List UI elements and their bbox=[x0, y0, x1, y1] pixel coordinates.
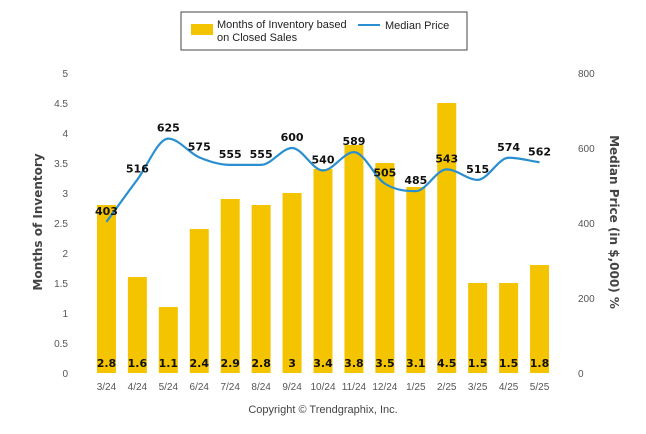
inventory-bar bbox=[530, 265, 550, 373]
left-axis-title: Months of Inventory bbox=[31, 153, 45, 290]
x-axis-tick: 4/24 bbox=[128, 382, 148, 393]
inventory-bar bbox=[220, 199, 240, 373]
median-price-label: 403 bbox=[95, 205, 118, 218]
inventory-bar bbox=[406, 187, 426, 373]
right-axis-ticks: 0 200 400 600 800 bbox=[578, 69, 595, 380]
inventory-bar-label: 2.8 bbox=[97, 357, 117, 370]
x-axis-ticks: 3/24 4/24 5/24 6/24 7/24 8/24 9/24 10/24 11/24 12… bbox=[97, 382, 550, 393]
copyright-footer: Copyright © Trendgraphix, Inc. bbox=[248, 404, 397, 416]
x-axis-tick: 9/24 bbox=[282, 382, 302, 393]
median-price-label: 625 bbox=[157, 122, 180, 135]
inventory-bar-label: 2.9 bbox=[220, 357, 240, 370]
legend-bar-label-line1: Months of Inventory based bbox=[217, 19, 347, 31]
inventory-bar bbox=[375, 163, 395, 373]
median-price-label: 600 bbox=[281, 131, 304, 144]
inventory-bar bbox=[282, 193, 302, 373]
inventory-bar bbox=[127, 277, 147, 373]
left-axis-ticks: 0 0.5 1 1.5 2 2.5 3 3.5 4 4.5 5 bbox=[54, 69, 68, 380]
median-price-label: 515 bbox=[466, 163, 489, 176]
inventory-bar-label: 3.1 bbox=[406, 357, 426, 370]
right-axis-tick: 200 bbox=[578, 294, 595, 305]
left-axis-tick: 3 bbox=[62, 189, 68, 200]
inventory-bar-label: 1.6 bbox=[128, 357, 148, 370]
x-axis-tick: 7/24 bbox=[220, 382, 240, 393]
bar-series: 2.8 1.6 1.1 2.4 2.9 2.8 3 3.4 3.8 3.5 3.1 4.5 1.5 1.5… bbox=[96, 103, 550, 373]
inventory-bar-label: 2.8 bbox=[251, 357, 271, 370]
left-axis-tick: 0 bbox=[62, 369, 68, 380]
median-price-label: 555 bbox=[219, 148, 242, 161]
inventory-bar bbox=[158, 307, 178, 373]
median-price-label: 485 bbox=[404, 174, 427, 187]
price-line-series: 403 516 625 575 555 555 600 540 589 505 485 543 515 5… bbox=[95, 122, 551, 223]
inventory-bar-label: 1.8 bbox=[530, 357, 550, 370]
left-axis-tick: 2.5 bbox=[54, 219, 68, 230]
inventory-bar-label: 1.5 bbox=[468, 357, 488, 370]
inventory-bar-label: 4.5 bbox=[437, 357, 457, 370]
median-price-label: 540 bbox=[312, 154, 335, 167]
inventory-bar-label: 1.1 bbox=[159, 357, 179, 370]
median-price-label: 505 bbox=[373, 167, 396, 180]
inventory-bar bbox=[499, 283, 519, 373]
median-price-line bbox=[105, 137, 540, 223]
inventory-bar-label: 1.5 bbox=[499, 357, 519, 370]
median-price-label: 516 bbox=[126, 163, 149, 176]
median-price-label: 562 bbox=[528, 145, 551, 158]
right-axis-title: Median Price (in $,000) % bbox=[607, 135, 621, 309]
median-price-label: 555 bbox=[250, 148, 273, 161]
x-axis-tick: 3/25 bbox=[468, 382, 488, 393]
inventory-bar bbox=[468, 283, 488, 373]
right-axis-tick: 800 bbox=[578, 69, 595, 80]
x-axis-tick: 2/25 bbox=[437, 382, 457, 393]
legend-box bbox=[180, 11, 468, 51]
legend-bar-label-line2: on Closed Sales bbox=[217, 32, 298, 44]
right-axis-tick: 0 bbox=[578, 369, 584, 380]
left-axis-tick: 0.5 bbox=[54, 339, 68, 350]
inventory-bar-label: 3 bbox=[288, 357, 296, 370]
left-axis-tick: 4 bbox=[62, 129, 68, 140]
inventory-bar bbox=[313, 169, 333, 373]
x-axis-tick: 5/24 bbox=[159, 382, 179, 393]
inventory-bar-label: 3.5 bbox=[375, 357, 395, 370]
left-axis-tick: 1.5 bbox=[54, 279, 68, 290]
right-axis-tick: 400 bbox=[578, 219, 595, 230]
inventory-bar bbox=[189, 229, 209, 373]
left-axis-tick: 2 bbox=[62, 249, 68, 260]
x-axis-tick: 1/25 bbox=[406, 382, 426, 393]
left-axis-tick: 5 bbox=[62, 69, 68, 80]
inventory-bar bbox=[96, 205, 116, 373]
x-axis-tick: 10/24 bbox=[310, 382, 335, 393]
x-axis-tick: 6/24 bbox=[190, 382, 210, 393]
left-axis-tick: 1 bbox=[62, 309, 68, 320]
legend: Months of Inventory based on Closed Sale… bbox=[180, 11, 468, 51]
inventory-bar-label: 3.4 bbox=[313, 357, 333, 370]
left-axis-tick: 3.5 bbox=[54, 159, 68, 170]
median-price-label: 575 bbox=[188, 140, 211, 153]
inventory-bar-label: 3.8 bbox=[344, 357, 364, 370]
inventory-bar-label: 2.4 bbox=[190, 357, 210, 370]
x-axis-tick: 8/24 bbox=[251, 382, 271, 393]
inventory-bar bbox=[344, 145, 364, 373]
right-axis-tick: 600 bbox=[578, 144, 595, 155]
median-price-label: 574 bbox=[497, 141, 520, 154]
inventory-bar bbox=[437, 103, 457, 373]
x-axis-tick: 5/25 bbox=[530, 382, 550, 393]
median-price-label: 543 bbox=[435, 152, 458, 165]
x-axis-tick: 4/25 bbox=[499, 382, 519, 393]
x-axis-tick: 11/24 bbox=[342, 382, 367, 393]
inventory-bar bbox=[251, 205, 271, 373]
legend-line-label: Median Price bbox=[385, 20, 449, 32]
median-price-label: 589 bbox=[342, 135, 365, 148]
x-axis-tick: 12/24 bbox=[372, 382, 397, 393]
left-axis-tick: 4.5 bbox=[54, 99, 68, 110]
legend-bar-swatch bbox=[191, 24, 213, 35]
x-axis-tick: 3/24 bbox=[97, 382, 117, 393]
